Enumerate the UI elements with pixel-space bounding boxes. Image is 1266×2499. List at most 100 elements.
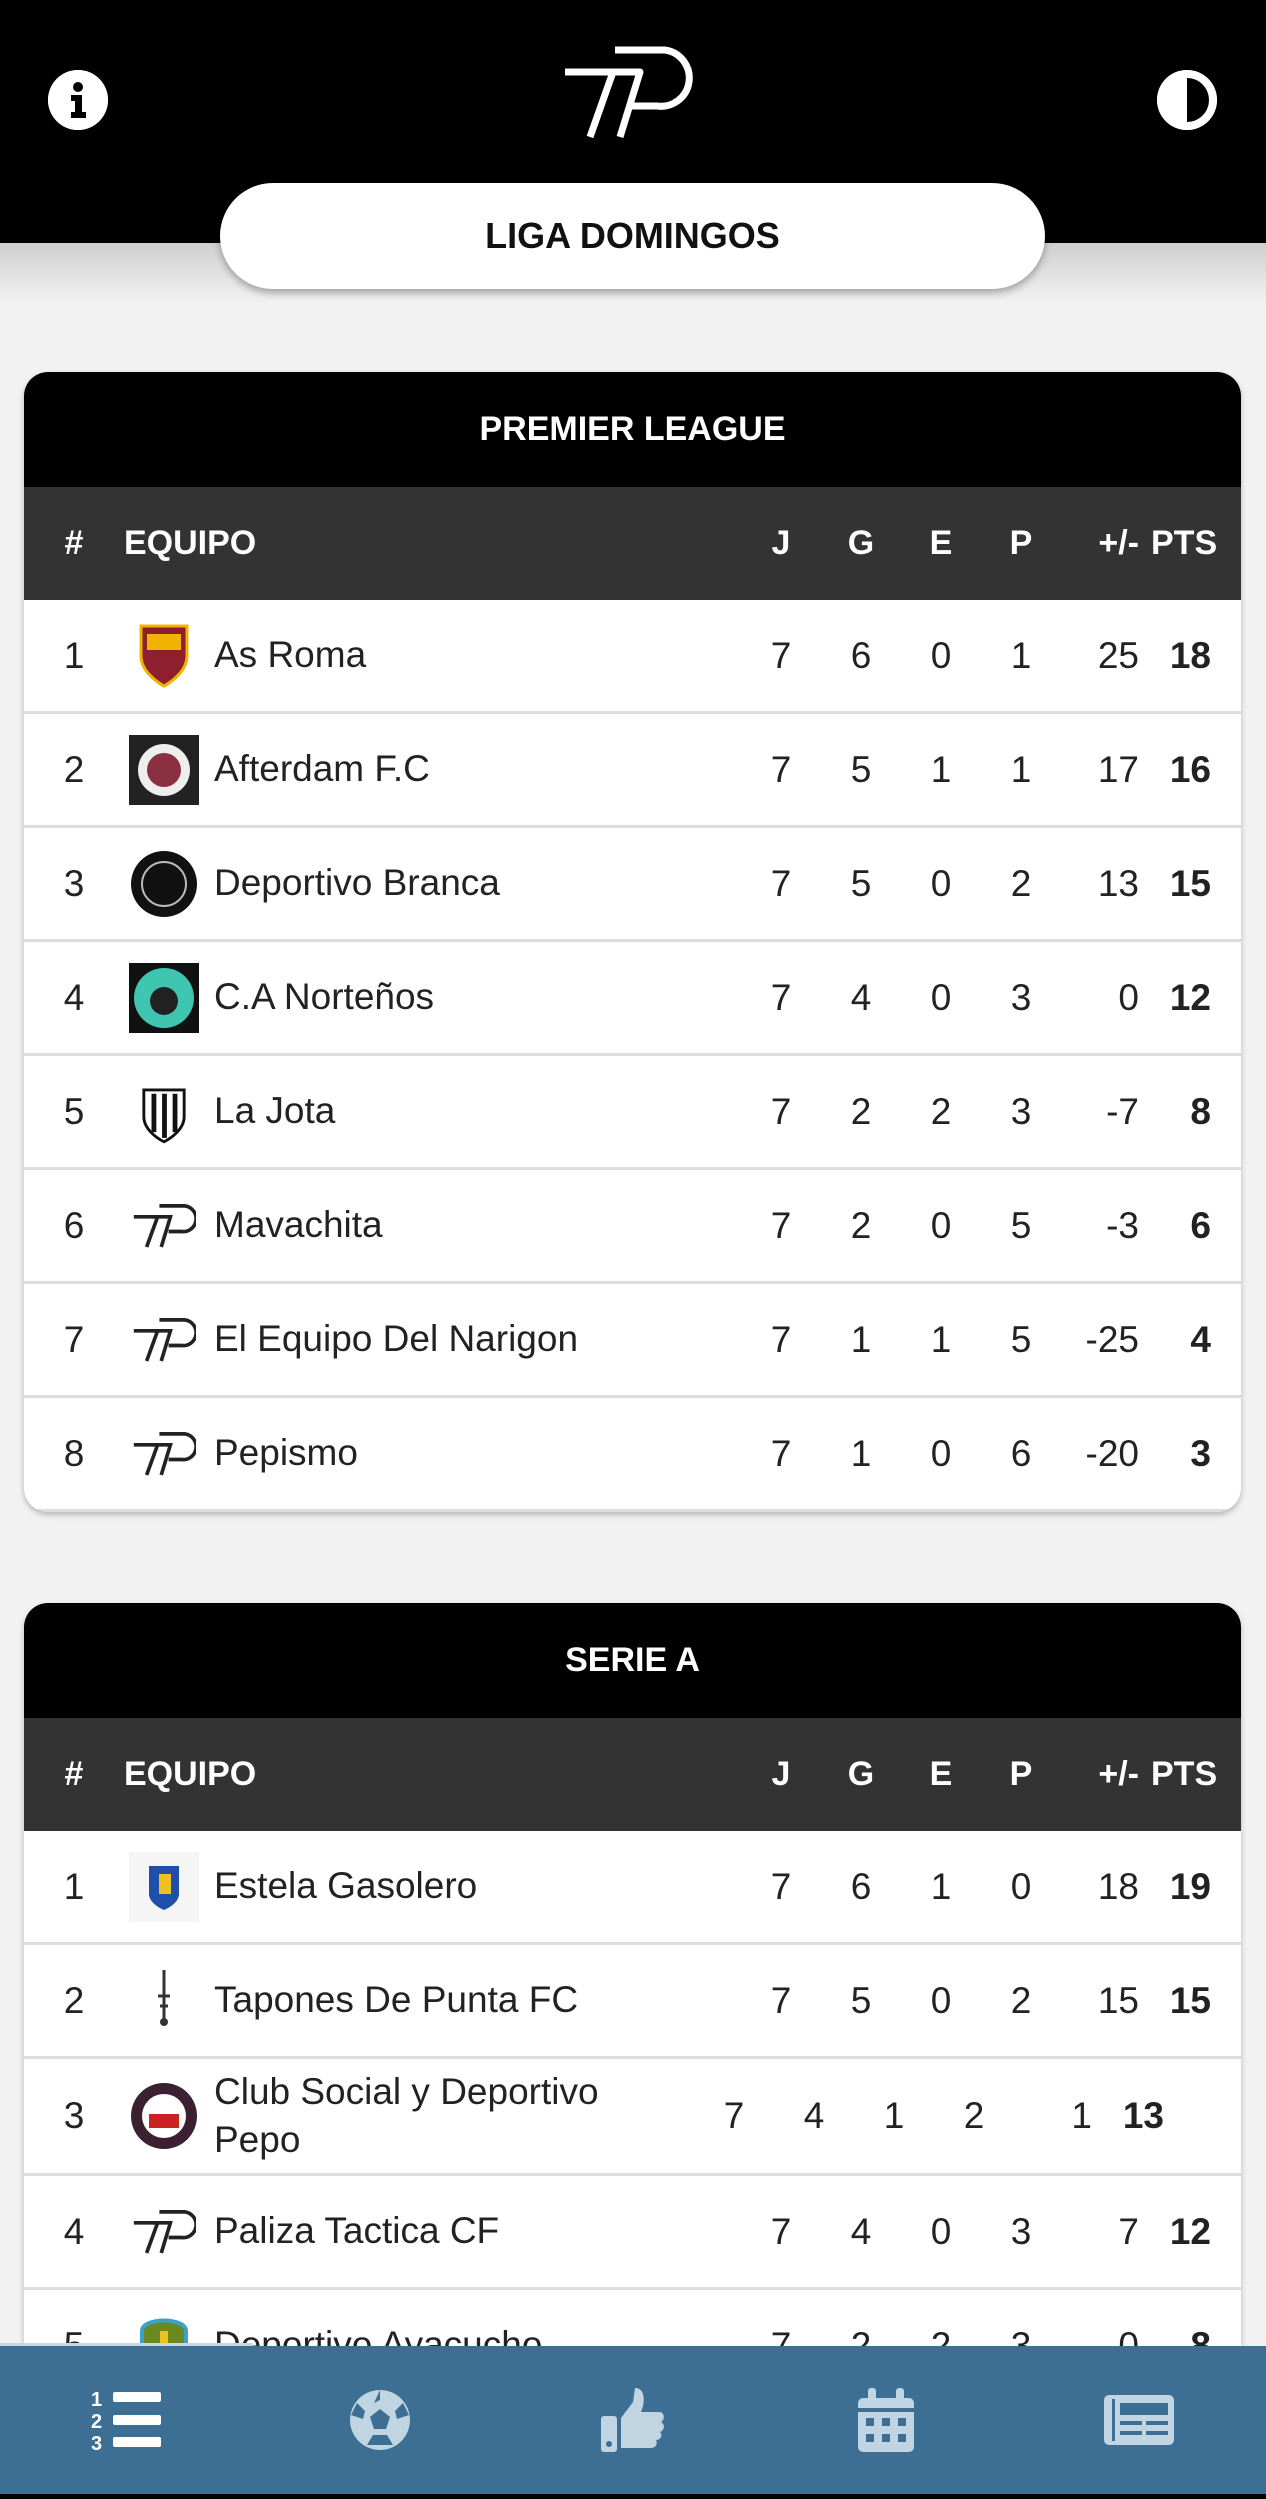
table-row[interactable]: 5 La Jota 7 2 2 3 -7 8 [24, 1056, 1241, 1170]
drawn: 0 [930, 1204, 952, 1246]
points: 12 [1169, 2210, 1211, 2252]
drawn: 1 [930, 1318, 952, 1360]
table-row[interactable]: 1 As Roma 7 6 0 1 25 18 [24, 600, 1241, 714]
played: 7 [770, 634, 792, 676]
team-logo [124, 1191, 204, 1261]
col-j: J [771, 524, 791, 562]
team-name[interactable]: Club Social y Deportivo Pepo [214, 2070, 599, 2160]
app-logo [565, 46, 693, 139]
lost: 2 [963, 2095, 985, 2136]
won: 4 [850, 2210, 872, 2252]
table-row[interactable]: 7 El Equipo Del Narigon 7 1 1 5 -25 4 [24, 1284, 1241, 1398]
goal-diff: -25 [1085, 1318, 1139, 1360]
team-name[interactable]: As Roma [214, 634, 367, 676]
won: 5 [850, 862, 872, 904]
team-name[interactable]: Mavachita [214, 1204, 383, 1246]
col-e: E [929, 524, 953, 562]
col-e: E [929, 1755, 953, 1793]
table-row[interactable]: 2 Tapones De Punta FC 7 5 0 2 15 15 [24, 1945, 1241, 2059]
nav-calendar[interactable] [760, 2346, 1013, 2494]
table-row[interactable]: 2 Afterdam F.C 7 5 1 1 17 16 [24, 714, 1241, 828]
points: 16 [1169, 748, 1211, 790]
col-team: EQUIPO [124, 1755, 257, 1794]
lost: 3 [1010, 976, 1032, 1018]
calendar-icon [858, 2388, 915, 2452]
team-name[interactable]: Tapones De Punta FC [214, 1979, 579, 2021]
team-logo [124, 2197, 204, 2267]
goal-diff: -3 [1106, 1204, 1139, 1246]
lost: 1 [1010, 748, 1032, 790]
team-name[interactable]: El Equipo Del Narigon [214, 1318, 579, 1360]
played: 7 [770, 862, 792, 904]
played: 7 [770, 1865, 792, 1907]
played: 7 [770, 2210, 792, 2252]
drawn: 0 [930, 2210, 952, 2252]
info-icon [48, 70, 108, 130]
team-logo [124, 1305, 204, 1375]
nav-likes[interactable] [506, 2346, 759, 2494]
row-position: 4 [63, 976, 85, 1018]
lost: 5 [1010, 1318, 1032, 1360]
league-selector[interactable]: LIGA DOMINGOS [220, 183, 1045, 289]
table-row[interactable]: 1 Estela Gasolero 7 6 1 0 18 19 [24, 1831, 1241, 1945]
soccer-ball-icon [349, 2390, 410, 2450]
row-position: 7 [63, 1318, 85, 1360]
col-pos: # [64, 1755, 84, 1793]
system-bar [0, 2494, 1266, 2499]
table-row[interactable]: 8 Pepismo 7 1 0 6 -20 3 [24, 1398, 1241, 1512]
points: 13 [1122, 2095, 1164, 2136]
col-team: EQUIPO [124, 524, 257, 563]
table-row[interactable]: 3 Deportivo Branca 7 5 0 2 13 15 [24, 828, 1241, 942]
nav-matches[interactable] [253, 2346, 506, 2494]
goal-diff: -7 [1106, 1090, 1139, 1132]
lost: 2 [1010, 1979, 1032, 2021]
table-row[interactable]: 6 Mavachita 7 2 0 5 -3 6 [24, 1170, 1241, 1284]
won: 2 [850, 1090, 872, 1132]
theme-toggle-button[interactable] [1157, 70, 1217, 130]
drawn: 0 [930, 1432, 952, 1474]
won: 5 [850, 748, 872, 790]
col-j: J [771, 1755, 791, 1793]
team-name[interactable]: Estela Gasolero [214, 1865, 478, 1907]
col-gd: +/- [1098, 1755, 1139, 1793]
lost: 6 [1010, 1432, 1032, 1474]
team-logo [124, 962, 204, 1033]
team-logo [124, 2081, 204, 2151]
table-header: # EQUIPO J G E P +/- PTS [24, 487, 1241, 600]
team-name[interactable]: C.A Norteños [214, 976, 435, 1018]
points: 15 [1169, 862, 1211, 904]
team-name[interactable]: Pepismo [214, 1432, 358, 1474]
col-p: P [1009, 1755, 1033, 1793]
row-position: 2 [63, 1979, 85, 2021]
news-icon [1104, 2395, 1175, 2445]
lost: 0 [1010, 1865, 1032, 1907]
drawn: 0 [930, 1979, 952, 2021]
row-position: 1 [63, 1865, 85, 1907]
won: 2 [850, 1204, 872, 1246]
team-name[interactable]: Deportivo Branca [214, 862, 500, 904]
row-position: 5 [63, 1090, 85, 1132]
goal-diff: 0 [1118, 976, 1139, 1018]
contrast-icon [1157, 70, 1217, 130]
team-name[interactable]: La Jota [214, 1090, 336, 1132]
nav-news[interactable] [1013, 2346, 1266, 2494]
table-row[interactable]: 3 Club Social y Deportivo Pepo 7 4 1 2 1… [24, 2059, 1241, 2176]
table-row[interactable]: 4 C.A Norteños 7 4 0 3 0 12 [24, 942, 1241, 1056]
drawn: 1 [883, 2095, 905, 2136]
col-pos: # [64, 524, 84, 562]
svg-text:1: 1 [91, 2389, 102, 2411]
won: 4 [803, 2095, 825, 2136]
table-row[interactable]: 4 Paliza Tactica CF 7 4 0 3 7 12 [24, 2176, 1241, 2290]
played: 7 [770, 1318, 792, 1360]
team-name[interactable]: Paliza Tactica CF [214, 2210, 500, 2252]
col-pts: PTS [1151, 524, 1218, 562]
won: 6 [850, 634, 872, 676]
team-name[interactable]: Afterdam F.C [214, 748, 430, 790]
row-position: 4 [63, 2210, 85, 2252]
standings-icon: 123 [91, 2389, 161, 2452]
team-logo [124, 848, 204, 919]
info-button[interactable] [48, 70, 108, 130]
row-position: 1 [63, 634, 85, 676]
